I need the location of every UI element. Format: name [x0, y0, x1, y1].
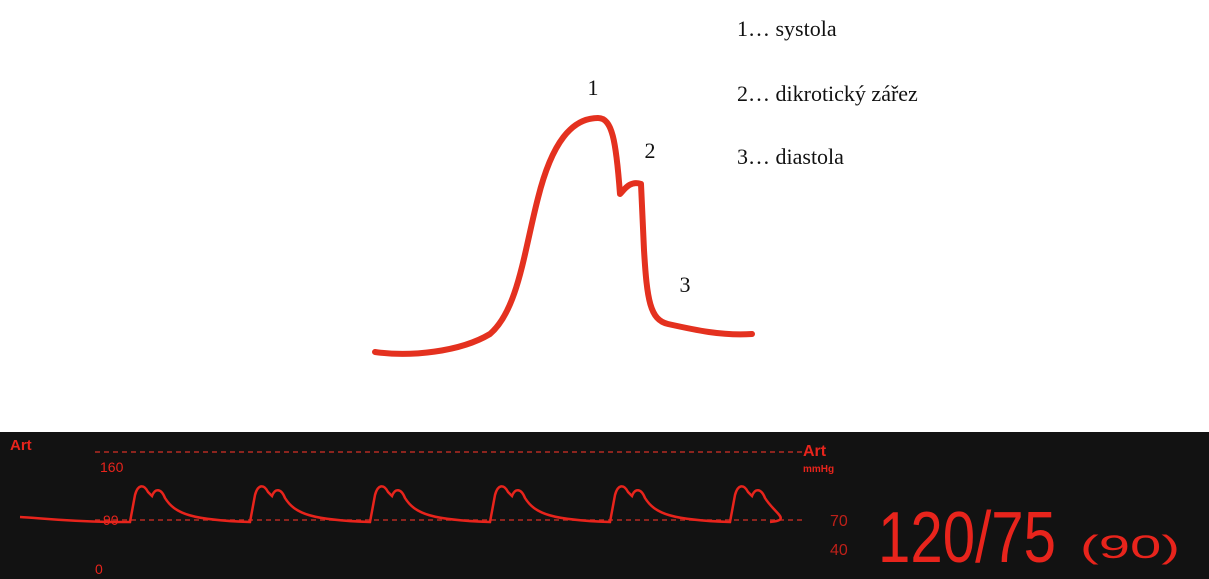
alarm-limit: 70 [830, 513, 848, 530]
channel-label: Art [10, 437, 32, 454]
point-label: 2 [645, 138, 656, 163]
monitor-waveform [19, 485, 782, 524]
pressure-value: 120/75 [878, 498, 1056, 578]
monitor-screen [0, 432, 1209, 579]
point-label: 3 [680, 272, 691, 297]
legend-entry: 3… diastola [737, 144, 844, 169]
alarm-limit: 40 [830, 542, 848, 559]
scale-label: 160 [100, 459, 124, 475]
point-label: 1 [588, 75, 599, 100]
mean-pressure: (90) [1080, 529, 1180, 565]
pressure-curve [372, 115, 755, 357]
unit-label: mmHg [803, 464, 834, 475]
legend-entry: 2… dikrotický zářez [737, 81, 918, 106]
legend-entry: 1… systola [737, 16, 837, 41]
scale-label: 0 [95, 561, 103, 577]
scale-label: 90 [103, 512, 119, 528]
channel-label: Art [803, 443, 827, 460]
